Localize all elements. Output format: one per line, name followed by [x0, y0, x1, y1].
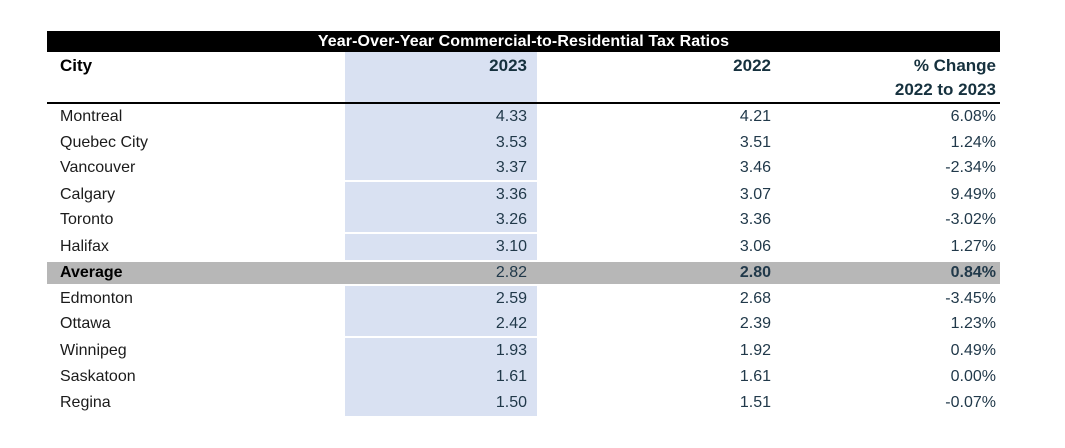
cell-change: 1.27%: [950, 238, 996, 255]
cell-city: Montreal: [60, 108, 123, 125]
cell-2022: 2.39: [739, 315, 771, 332]
table-row: Average 2.82 2.80 0.84%: [47, 260, 1000, 286]
cell-2023: 1.50: [345, 390, 537, 416]
cell-2022: 2.80: [739, 264, 771, 281]
col-header-2023: 2023: [345, 52, 537, 102]
cell-2022: 3.36: [739, 211, 771, 228]
table-row: Halifax 3.10 3.06 1.27%: [47, 234, 1000, 260]
cell-2023: 3.37: [345, 156, 537, 180]
table-body: Montreal 4.33 4.21 6.08% Quebec City 3.53 3.51…: [47, 104, 1000, 416]
cell-2022: 1.51: [739, 394, 771, 411]
table-row: Ottawa 2.42 2.39 1.23%: [47, 312, 1000, 338]
cell-city: Ottawa: [60, 315, 111, 332]
cell-2022: 3.46: [739, 159, 771, 176]
cell-change: 1.23%: [950, 315, 996, 332]
table-row: Saskatoon 1.61 1.61 0.00%: [47, 364, 1000, 390]
cell-2023: 1.61: [345, 364, 537, 390]
cell-2022: 3.06: [739, 238, 771, 255]
col-header-city: City: [60, 56, 93, 75]
cell-2022: 3.07: [739, 186, 771, 203]
cell-change: 9.49%: [950, 186, 996, 203]
table-row: Vancouver 3.37 3.46 -2.34%: [47, 156, 1000, 182]
cell-city: Toronto: [60, 211, 114, 228]
cell-city: Quebec City: [60, 134, 149, 151]
cell-change: 0.00%: [950, 368, 996, 385]
cell-city: Average: [60, 264, 123, 281]
cell-change: 0.49%: [950, 342, 996, 359]
cell-change: -2.34%: [945, 159, 996, 176]
change-header-line2: 2022 to 2023: [894, 80, 996, 99]
cell-2023: 3.10: [345, 234, 537, 260]
table-row: Winnipeg 1.93 1.92 0.49%: [47, 338, 1000, 364]
cell-2022: 1.92: [739, 342, 771, 359]
cell-2022: 3.51: [739, 134, 771, 151]
cell-city: Edmonton: [60, 290, 133, 307]
cell-change: -3.45%: [945, 290, 996, 307]
tax-ratios-table: Year-Over-Year Commercial-to-Residential…: [47, 31, 1000, 416]
cell-2023: 3.36: [345, 182, 537, 208]
cell-2023: 3.26: [345, 208, 537, 232]
cell-2023: 2.82: [495, 264, 527, 281]
cell-city: Halifax: [60, 238, 109, 255]
cell-change: 6.08%: [950, 108, 996, 125]
cell-2022: 2.68: [739, 290, 771, 307]
cell-2023: 2.42: [345, 312, 537, 336]
cell-2023: 2.59: [345, 286, 537, 312]
cell-2022: 4.21: [739, 108, 771, 125]
table-row: Edmonton 2.59 2.68 -3.45%: [47, 286, 1000, 312]
table-title-bar: Year-Over-Year Commercial-to-Residential…: [47, 31, 1000, 52]
cell-2023: 3.53: [345, 130, 537, 156]
table-row: Regina 1.50 1.51 -0.07%: [47, 390, 1000, 416]
cell-2023: 4.33: [345, 104, 537, 130]
col-header-2022: 2022: [733, 56, 771, 75]
table-header-row: City 2023 2022 % Change 2022 to 2023: [47, 52, 1000, 104]
table-row: Montreal 4.33 4.21 6.08%: [47, 104, 1000, 130]
cell-change: -3.02%: [945, 211, 996, 228]
cell-city: Vancouver: [60, 159, 136, 176]
col-header-change: % Change 2022 to 2023: [775, 52, 1000, 102]
cell-city: Calgary: [60, 186, 116, 203]
cell-city: Saskatoon: [60, 368, 136, 385]
cell-change: -0.07%: [945, 394, 996, 411]
cell-city: Winnipeg: [60, 342, 127, 359]
table-title: Year-Over-Year Commercial-to-Residential…: [317, 32, 730, 50]
cell-change: 1.24%: [950, 134, 996, 151]
change-header-line1: % Change: [913, 56, 996, 75]
cell-change: 0.84%: [950, 264, 996, 281]
cell-2023: 1.93: [345, 338, 537, 364]
table-row: Quebec City 3.53 3.51 1.24%: [47, 130, 1000, 156]
cell-city: Regina: [60, 394, 111, 411]
table-row: Calgary 3.36 3.07 9.49%: [47, 182, 1000, 208]
cell-2022: 1.61: [739, 368, 771, 385]
table-row: Toronto 3.26 3.36 -3.02%: [47, 208, 1000, 234]
